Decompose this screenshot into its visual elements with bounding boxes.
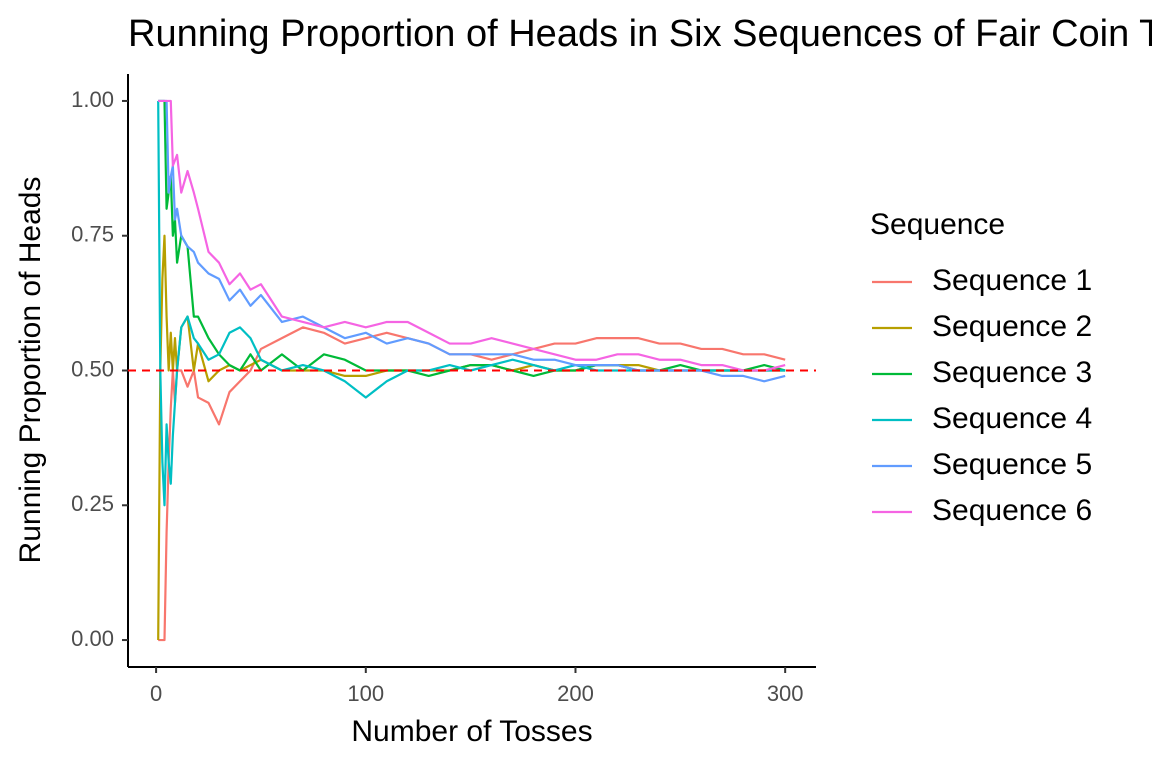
series-line [157, 234, 786, 641]
legend-label: Sequence 5 [932, 448, 1092, 481]
legend-label: Sequence 6 [932, 494, 1092, 527]
legend-label: Sequence 3 [932, 356, 1092, 389]
y-tick-label: 0.00 [71, 626, 114, 651]
y-tick-label: 0.75 [71, 222, 114, 247]
chart-title: Running Proportion of Heads in Six Seque… [128, 13, 1152, 55]
legend-label: Sequence 2 [932, 310, 1092, 343]
legend-label: Sequence 4 [932, 402, 1092, 435]
series-line [158, 99, 786, 372]
y-tick-label: 0.50 [71, 356, 114, 381]
series-line [157, 100, 786, 507]
x-axis-title: Number of Tosses [351, 715, 592, 748]
y-tick-label: 1.00 [71, 87, 114, 112]
series-line [158, 99, 786, 377]
series-line [158, 326, 786, 642]
x-tick-label: 0 [150, 681, 162, 706]
x-tick-label: 200 [557, 681, 594, 706]
series-line [158, 99, 786, 383]
y-tick-label: 0.25 [71, 491, 114, 516]
legend-title: Sequence [870, 208, 1005, 241]
legend-label: Sequence 1 [932, 264, 1092, 297]
x-tick-label: 300 [767, 681, 804, 706]
x-tick-label: 100 [347, 681, 384, 706]
y-axis-title: Running Proportion of Heads [14, 177, 47, 564]
